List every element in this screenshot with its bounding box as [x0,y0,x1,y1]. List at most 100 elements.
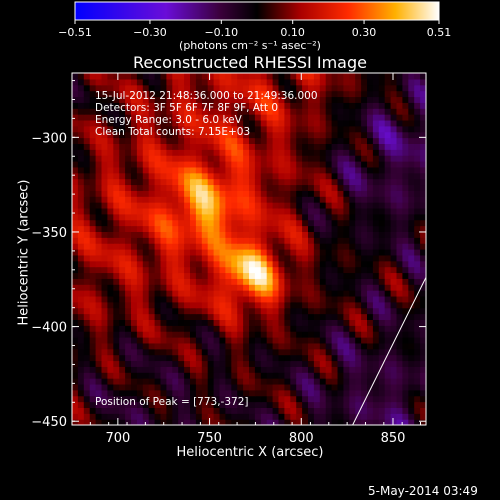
heatmap-cell [361,325,368,332]
heatmap-cell [142,143,150,150]
heatmap-cell [89,401,97,408]
heatmap-cell [372,114,380,121]
heatmap-cell [107,137,114,144]
heatmap-cell [272,243,280,250]
heatmap-cell [367,237,374,244]
heatmap-cell [131,395,138,403]
heatmap-cell [101,178,108,186]
heatmap-cell [154,395,162,403]
heatmap-cell [160,348,167,356]
heatmap-cell [113,108,120,115]
heatmap-cell [325,325,333,332]
heatmap-cell [284,243,291,250]
heatmap-cell [201,219,209,227]
heatmap-cell [343,213,350,221]
heatmap-cell [190,325,197,332]
heatmap-cell [372,366,380,373]
heatmap-cell [142,243,150,250]
heatmap-cell [254,266,262,274]
heatmap-cell [249,290,256,297]
heatmap-cell [337,243,344,250]
heatmap-cell [243,366,250,373]
heatmap-cell [260,108,268,115]
heatmap-cell [272,78,280,86]
heatmap-cell [378,184,386,191]
heatmap-cell [119,73,126,80]
heatmap-cell [408,108,415,115]
heatmap-cell [325,389,333,397]
heatmap-cell [207,90,215,98]
heatmap-cell [278,231,285,238]
heatmap-cell [378,360,386,367]
heatmap-cell [408,272,415,279]
heatmap-cell [278,172,285,180]
heatmap-cell [337,196,344,203]
heatmap-cell [343,73,350,80]
heatmap-cell [249,348,256,356]
heatmap-cell [254,360,262,367]
heatmap-cell [296,108,303,115]
heatmap-cell [178,96,185,103]
heatmap-cell [337,102,344,109]
heatmap-cell [249,342,256,350]
heatmap-cell [154,84,162,92]
heatmap-cell [349,407,356,414]
heatmap-cell [178,178,185,186]
heatmap-cell [243,260,250,268]
heatmap-cell [325,149,333,156]
heatmap-cell [219,149,226,156]
heatmap-cell [89,172,97,180]
heatmap-cell [254,102,262,109]
heatmap-cell [349,102,356,109]
heatmap-cell [313,295,321,303]
heatmap-cell [231,266,238,274]
heatmap-cell [384,202,392,209]
heatmap-cell [296,290,303,297]
heatmap-cell [355,73,362,80]
heatmap-cell [390,266,398,274]
heatmap-cell [166,137,173,144]
heatmap-cell [125,190,132,197]
heatmap-cell [113,172,120,180]
heatmap-cell [349,272,356,279]
heatmap-cell [131,172,138,180]
heatmap-cell [201,389,209,397]
heatmap-cell [142,102,150,109]
heatmap-cell [249,149,256,156]
heatmap-cell [319,155,327,162]
heatmap-cell [148,383,156,391]
heatmap-cell [131,272,138,279]
heatmap-cell [414,401,421,408]
heatmap-cell [319,278,327,285]
heatmap-cell [290,249,297,256]
heatmap-cell [219,342,226,350]
heatmap-cell [349,114,356,121]
heatmap-cell [160,172,167,180]
heatmap-cell [213,331,221,338]
heatmap-cell [142,196,150,203]
heatmap-cell [131,207,138,215]
heatmap-cell [302,137,309,144]
heatmap-cell [125,243,132,250]
heatmap-cell [213,155,221,162]
heatmap-cell [249,190,256,197]
heatmap-cell [290,260,297,268]
heatmap-cell [101,389,108,397]
heatmap-cell [284,254,291,262]
heatmap-cell [420,161,426,168]
heatmap-cell [201,114,209,121]
heatmap-cell [184,325,191,332]
heatmap-cell [195,325,203,332]
heatmap-cell [72,342,79,350]
heatmap-cell [302,325,309,332]
heatmap-cell [95,249,103,256]
heatmap-cell [207,278,215,285]
heatmap-cell [296,266,303,274]
heatmap-cell [396,254,403,262]
heatmap-cell [249,184,256,191]
heatmap-cell [225,266,232,274]
heatmap-cell [319,84,327,92]
heatmap-cell [372,73,380,80]
heatmap-cell [243,348,250,356]
heatmap-cell [337,178,344,186]
